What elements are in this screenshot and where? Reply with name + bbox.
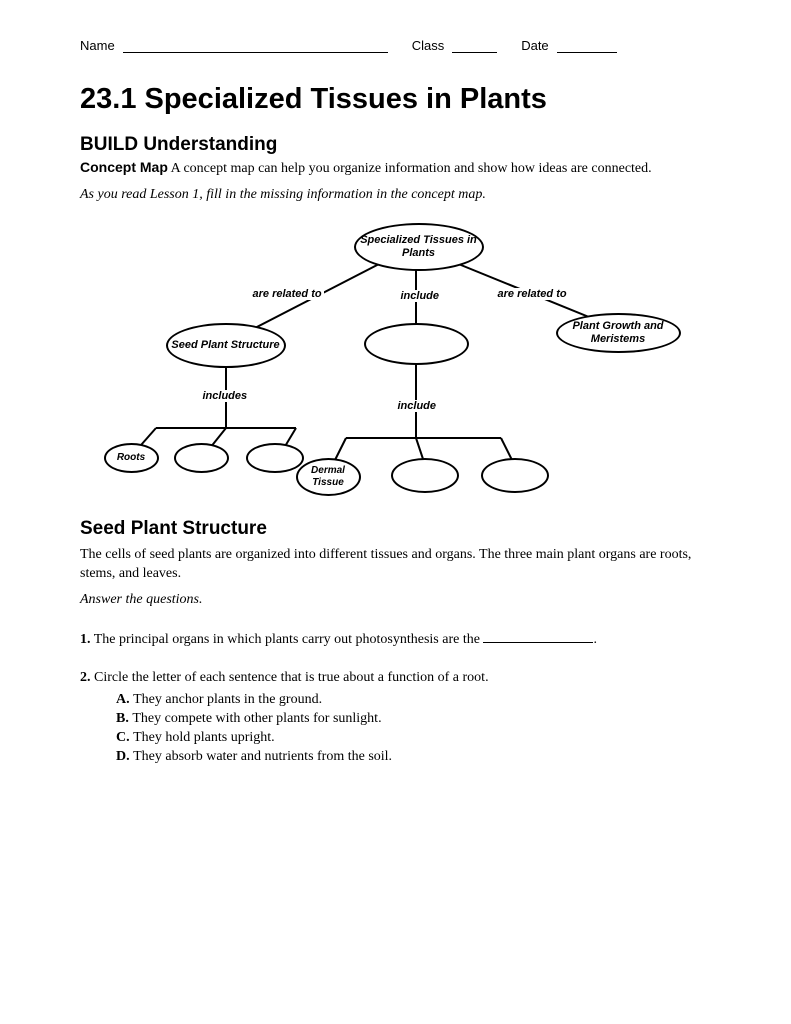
- q2-option-a[interactable]: A. They anchor plants in the ground.: [116, 692, 711, 708]
- q2-option-d[interactable]: D. They absorb water and nutrients from …: [116, 749, 711, 765]
- edge-are-related-to-right: are related to: [496, 288, 569, 300]
- node-specialized-tissues: Specialized Tissues in Plants: [354, 223, 484, 271]
- node-plant-growth: Plant Growth and Meristems: [556, 313, 681, 353]
- q1-number: 1.: [80, 632, 91, 647]
- name-blank[interactable]: [123, 38, 388, 53]
- node-blank-left-3[interactable]: [246, 443, 304, 473]
- node-blank-mid-3[interactable]: [481, 458, 549, 493]
- class-blank[interactable]: [452, 38, 497, 53]
- node-blank-left-2[interactable]: [174, 443, 229, 473]
- build-instruction: As you read Lesson 1, fill in the missin…: [80, 187, 711, 203]
- section-body: The cells of seed plants are organized i…: [80, 546, 711, 584]
- q1-tail: .: [593, 632, 597, 647]
- q2-option-b[interactable]: B. They compete with other plants for su…: [116, 711, 711, 727]
- edge-includes-left: includes: [201, 390, 250, 402]
- worksheet-page: Name Class Date 23.1 Specialized Tissues…: [0, 0, 791, 1024]
- q1-blank[interactable]: [483, 642, 593, 643]
- q2-c-text: They hold plants upright.: [133, 730, 275, 745]
- name-label: Name: [80, 38, 115, 53]
- q2-b-text: They compete with other plants for sunli…: [132, 711, 381, 726]
- node-roots: Roots: [104, 443, 159, 473]
- q2-text: Circle the letter of each sentence that …: [91, 670, 489, 685]
- concept-map-text: A concept map can help you organize info…: [168, 161, 652, 176]
- section-heading: Seed Plant Structure: [80, 518, 711, 540]
- node-blank-middle[interactable]: [364, 323, 469, 365]
- edge-include-mid: include: [399, 290, 442, 302]
- q2-d-text: They absorb water and nutrients from the…: [133, 749, 392, 764]
- page-title: 23.1 Specialized Tissues in Plants: [80, 83, 711, 116]
- build-heading: BUILD Understanding: [80, 134, 711, 156]
- node-dermal-tissue: Dermal Tissue: [296, 458, 361, 496]
- q2-a-text: They anchor plants in the ground.: [133, 692, 322, 707]
- q2-number: 2.: [80, 670, 91, 685]
- edge-are-related-to-left: are related to: [251, 288, 324, 300]
- question-1: 1. The principal organs in which plants …: [80, 632, 711, 648]
- header-fields: Name Class Date: [80, 38, 711, 53]
- date-label: Date: [521, 38, 548, 53]
- q2-option-c[interactable]: C. They hold plants upright.: [116, 730, 711, 746]
- concept-map-intro: Concept Map A concept map can help you o…: [80, 158, 711, 179]
- class-label: Class: [412, 38, 445, 53]
- q1-text: The principal organs in which plants car…: [91, 632, 484, 647]
- node-blank-mid-2[interactable]: [391, 458, 459, 493]
- node-seed-plant-structure: Seed Plant Structure: [166, 323, 286, 368]
- date-blank[interactable]: [557, 38, 617, 53]
- edge-include-low: include: [396, 400, 439, 412]
- question-2: 2. Circle the letter of each sentence th…: [80, 670, 711, 686]
- section-instruction: Answer the questions.: [80, 592, 711, 608]
- concept-map-label: Concept Map: [80, 159, 168, 175]
- concept-map-diagram: Specialized Tissues in Plants Seed Plant…: [96, 218, 696, 508]
